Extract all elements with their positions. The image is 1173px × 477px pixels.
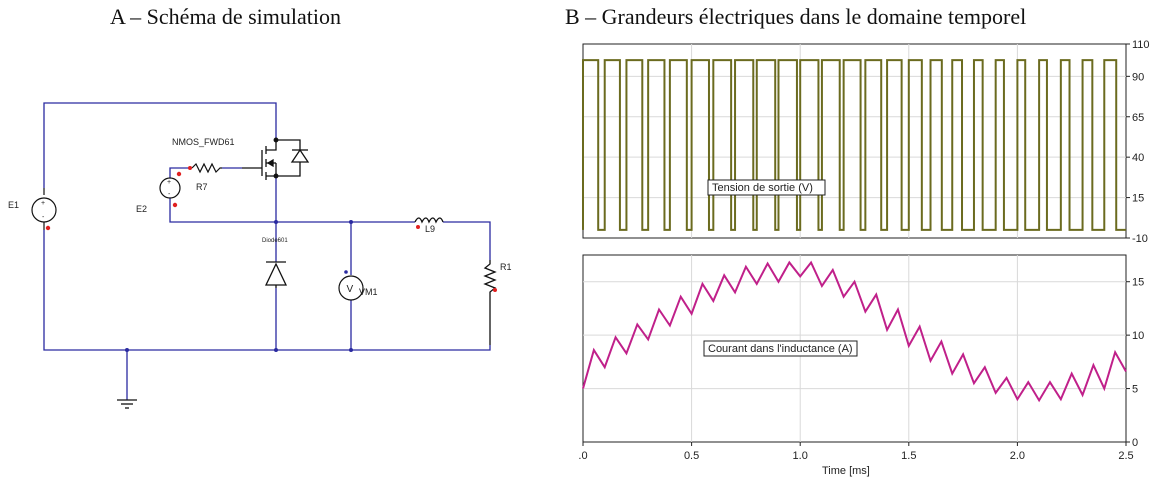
y-tick-label: 90	[1132, 71, 1144, 83]
mosfet-nmos[interactable]	[242, 137, 310, 180]
svg-text:-: -	[42, 214, 45, 221]
voltage-y-ticks: -10 15 40 65 90 110	[1126, 39, 1150, 245]
resistor-r1[interactable]: R1	[483, 260, 512, 345]
r7-label: R7	[196, 182, 208, 192]
mosfet-label: NMOS_FWD61	[172, 137, 235, 147]
current-legend: Courant dans l'inductance (A)	[708, 343, 853, 355]
current-legend-box	[703, 340, 858, 357]
svg-text:-: -	[168, 191, 171, 198]
x-tick-label: 0.5	[684, 450, 699, 462]
svg-text:+: +	[41, 200, 45, 207]
e1-label: E1	[8, 200, 19, 210]
voltage-legend: Tension de sortie (V)	[712, 182, 813, 194]
svg-text:+: +	[167, 179, 171, 186]
y-tick-label: 15	[1132, 193, 1144, 205]
x-tick-label: 2.0	[1010, 450, 1025, 462]
chart-voltage: -10 15 40 65 90 110 Tension de sortie (V)	[582, 39, 1150, 245]
panel-a-title: A – Schéma de simulation	[110, 4, 341, 29]
current-trace	[582, 260, 1127, 403]
current-plot-area	[582, 254, 1127, 443]
vm1-label: VM1	[359, 287, 378, 297]
y-tick-label: 0	[1132, 437, 1138, 449]
x-axis-label: Time [ms]	[822, 465, 870, 477]
junction-dots	[125, 220, 353, 352]
circuit-schematic: + - E1 + - E2 R7 NMOS	[8, 102, 512, 409]
y-tick-label: 10	[1132, 330, 1144, 342]
y-tick-label: 65	[1132, 112, 1144, 124]
panel-b-title: B – Grandeurs électriques dans le domain…	[565, 4, 1027, 29]
resistor-r7[interactable]: R7	[188, 162, 222, 192]
l9-label: L9	[425, 224, 435, 234]
current-gridlines	[583, 255, 1126, 442]
x-tick-label: .0	[578, 450, 587, 462]
current-x-ticks: .0 0.5 1.0 1.5 2.0 2.5	[578, 442, 1134, 462]
y-tick-label: 40	[1132, 152, 1144, 164]
voltage-trace	[582, 59, 1126, 231]
diode-label: Diode601	[262, 238, 288, 244]
x-tick-label: 2.5	[1118, 450, 1133, 462]
wires	[43, 102, 491, 400]
inductor-l9[interactable]: L9	[414, 217, 444, 234]
vm-symbol: V	[347, 284, 354, 295]
source-e1[interactable]: + - E1	[8, 188, 57, 231]
voltage-legend-box	[707, 179, 826, 196]
ground-symbol	[117, 399, 137, 409]
source-e2[interactable]: + - E2	[136, 171, 182, 214]
y-tick-label: 110	[1132, 39, 1150, 51]
diode-601[interactable]	[264, 261, 288, 288]
y-tick-label: 5	[1132, 384, 1138, 396]
voltage-gridlines	[583, 44, 1126, 238]
y-tick-label: -10	[1132, 233, 1148, 245]
voltmeter-vm1[interactable]: V VM1	[338, 270, 378, 301]
voltage-plot-area	[582, 43, 1127, 239]
x-tick-label: 1.0	[793, 450, 808, 462]
x-tick-label: 1.5	[901, 450, 916, 462]
r1-label: R1	[500, 262, 512, 272]
current-y-ticks: 0 5 10 15	[1126, 277, 1144, 449]
e2-label: E2	[136, 204, 147, 214]
y-tick-label: 15	[1132, 277, 1144, 289]
chart-current: 0 5 10 15 .0 0.5 1.0 1.5 2.0 2.5 Courant dans l'…	[578, 254, 1144, 477]
